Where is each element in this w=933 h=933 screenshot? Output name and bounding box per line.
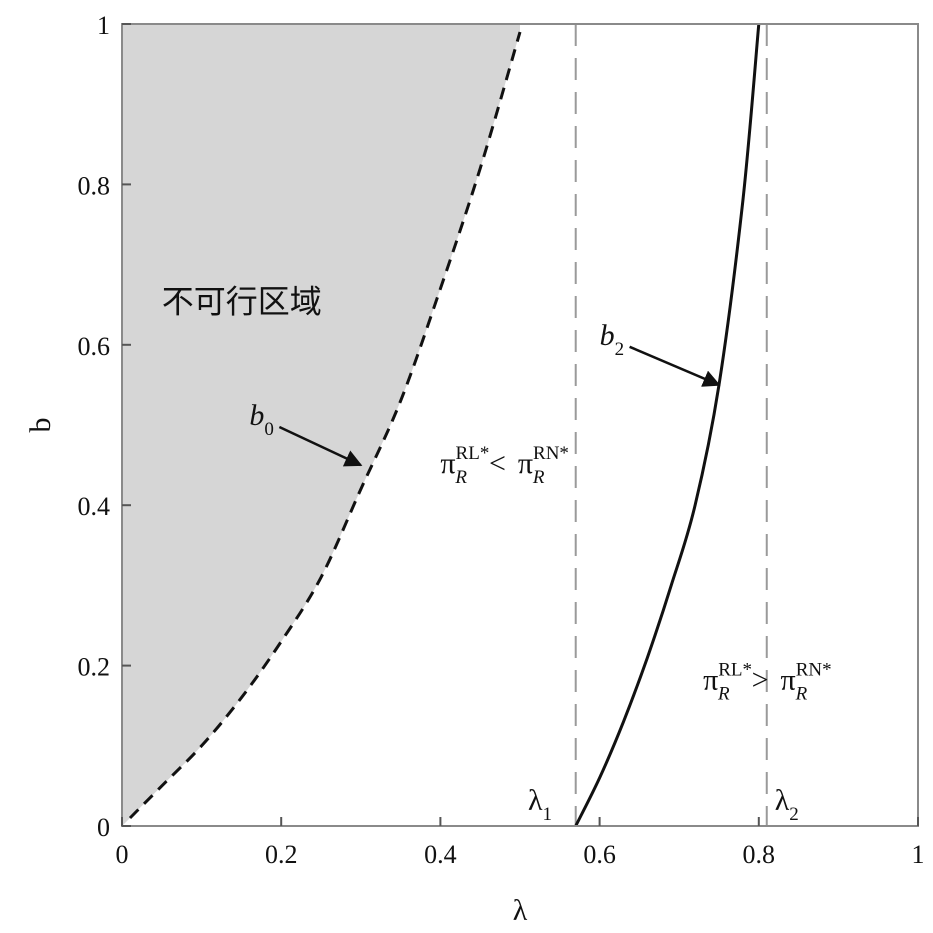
y-tick-label: 0.4	[78, 492, 111, 521]
inequality-greater-label: πRL* R > πRN* R	[703, 660, 832, 705]
x-tick-label: 0.8	[743, 840, 776, 869]
x-tick-label: 1	[912, 840, 925, 869]
lambda2-label: λ2	[775, 784, 799, 825]
infeasible-region-label: 不可行区域	[162, 283, 322, 321]
b0-arrow	[278, 425, 363, 467]
b2-label: b2	[600, 319, 625, 360]
series-b2-curve	[574, 23, 761, 827]
x-tick-label: 0	[116, 840, 129, 869]
lambda1-label: λ1	[528, 784, 552, 825]
b0-label: b0	[249, 399, 273, 440]
b2-arrow	[629, 345, 721, 387]
y-axis-title: b	[24, 418, 57, 433]
x-tick-label: 0.4	[424, 840, 457, 869]
y-tick-label: 0.2	[78, 653, 111, 682]
x-tick-label: 0.2	[265, 840, 298, 869]
y-tick-label: 0.6	[78, 332, 111, 361]
x-axis-title: λ	[513, 894, 528, 927]
x-tick-label: 0.6	[583, 840, 616, 869]
plot-frame	[121, 23, 919, 827]
y-tick-label: 1	[97, 11, 110, 40]
series-b0-curve	[128, 31, 522, 820]
inequality-less-label: πRL* R < πRN* R	[440, 443, 569, 488]
y-tick-label: 0.8	[78, 171, 111, 200]
infeasible-region	[122, 24, 520, 826]
y-tick-label: 0	[97, 813, 110, 842]
